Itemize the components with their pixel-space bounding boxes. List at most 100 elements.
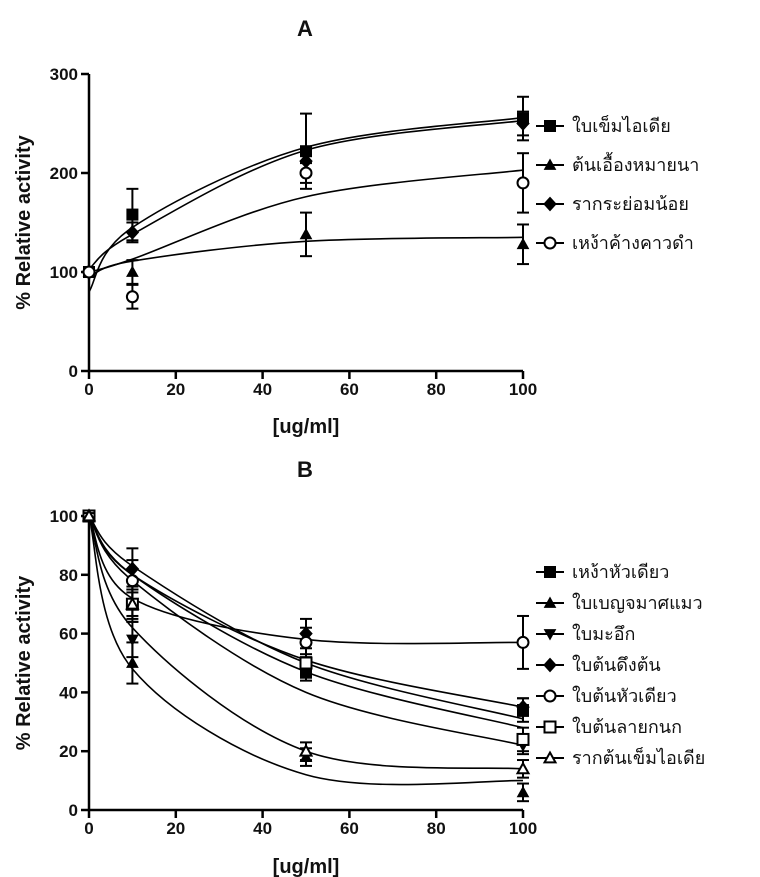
y-tick-label: 100 [50, 507, 78, 526]
fit-curve [88, 515, 524, 747]
data-point [82, 265, 96, 279]
data-point [299, 656, 313, 670]
fit-curve [88, 515, 524, 786]
legend-entry: ใบต้นลายกนก [536, 716, 682, 738]
fit-curve [88, 515, 524, 770]
y-tick-label: 80 [59, 566, 78, 585]
fit-curve [88, 116, 524, 293]
legend-marker [544, 120, 556, 132]
panel-title: B [297, 457, 313, 482]
legend-label: ใบต้นหัวเดียว [572, 685, 677, 707]
data-point [516, 635, 530, 649]
panel-b: B 0 20 40 60 80 100 0 20 40 60 80 100 [ug/ml] % Relati… [13, 457, 705, 877]
data-point [515, 761, 531, 775]
legend-entry: ใบต้นหัวเดียว [536, 685, 677, 707]
y-tick-label: 200 [50, 164, 78, 183]
x-tick-label: 40 [253, 819, 272, 838]
y-tick-label: 100 [50, 263, 78, 282]
legend-entry: เหง้าหัวเดียว [536, 562, 669, 583]
data-point [125, 290, 139, 304]
data-point [516, 237, 530, 250]
data-point [516, 785, 530, 798]
legend-marker [543, 158, 557, 170]
fit-curve [88, 515, 524, 645]
legend-entry: ใบมะอึก [536, 623, 635, 645]
x-tick-label: 80 [427, 819, 446, 838]
y-tick-label: 0 [69, 801, 78, 820]
legend-entry: รากต้นเข็มไอเดีย [536, 746, 705, 769]
data-point [299, 166, 313, 180]
legend-marker [543, 596, 557, 608]
legend-label: ใบเข็มไอเดีย [572, 114, 671, 137]
legend-entry: ใบเบญจมาศแมว [536, 592, 703, 614]
x-tick-label: 100 [509, 819, 537, 838]
legend-label: ใบมะอึก [572, 623, 635, 645]
data-point [299, 227, 313, 240]
legend-entry: เหง้าค้างคาวดำ [536, 233, 694, 254]
x-tick-label: 40 [253, 380, 272, 399]
series-6 [82, 509, 530, 753]
y-tick-label: 0 [69, 362, 78, 381]
legend-entry: ใบต้นดึงต้น [536, 654, 661, 676]
x-tick-label: 20 [166, 380, 185, 399]
y-tick-label: 60 [59, 625, 78, 644]
legend-marker [542, 750, 558, 764]
data-point [516, 116, 530, 131]
data-point [126, 265, 139, 277]
x-tick-label: 20 [166, 819, 185, 838]
data-point [516, 732, 530, 746]
legend-marker [543, 657, 557, 673]
legend-marker [543, 236, 557, 250]
x-tick-label: 60 [340, 380, 359, 399]
fit-curve [88, 119, 524, 270]
y-axis-label: % Relative activity [13, 134, 35, 309]
legend-entry: รากระย่อมน้อย [536, 194, 689, 215]
y-axis-label: % Relative activity [13, 575, 35, 750]
legend-label: ใบเบญจมาศแมว [572, 592, 703, 614]
legend-marker [543, 629, 557, 641]
fit-curve [88, 515, 524, 720]
legend-marker [544, 566, 556, 578]
y-tick-label: 40 [59, 683, 78, 702]
data-point [516, 699, 530, 715]
x-tick-label: 80 [427, 380, 446, 399]
legend-label: เหง้าค้างคาวดำ [572, 233, 694, 254]
legend-entry: ใบเข็มไอเดีย [536, 114, 671, 137]
legend-marker [543, 689, 557, 703]
data-point [298, 743, 314, 757]
x-tick-label: 100 [509, 380, 537, 399]
series-4 [82, 152, 530, 310]
fit-curve [88, 169, 524, 273]
series-7 [81, 508, 531, 779]
x-tick-label: 0 [84, 380, 93, 399]
panel-a: A 0 100 200 300 0 20 40 60 80 100 [ug/ml] % Relative… [13, 16, 699, 438]
legend-label: รากระย่อมน้อย [572, 194, 689, 215]
legend-label: รากต้นเข็มไอเดีย [572, 746, 705, 769]
data-point [126, 656, 139, 668]
y-tick-label: 20 [59, 742, 78, 761]
x-axis-label: [ug/ml] [273, 416, 340, 438]
legend-entry: ต้นเอื้องหมายนา [536, 152, 699, 176]
legend-label: ใบต้นดึงต้น [572, 654, 661, 676]
legend-label: ต้นเอื้องหมายนา [572, 152, 699, 176]
data-point [299, 635, 313, 649]
data-point [125, 596, 140, 610]
legend-marker [543, 720, 557, 734]
y-tick-label: 300 [50, 65, 78, 84]
data-point [125, 225, 140, 240]
legend-marker [543, 196, 557, 212]
x-tick-label: 0 [84, 819, 93, 838]
fit-curve [88, 515, 524, 729]
series-1 [83, 510, 529, 723]
panel-title: A [297, 16, 313, 41]
series-2 [82, 211, 530, 285]
data-point [516, 176, 530, 190]
x-axis-label: [ug/ml] [273, 856, 340, 877]
data-point [126, 208, 139, 221]
data-point [81, 508, 97, 522]
x-tick-label: 60 [340, 819, 359, 838]
legend-label: ใบต้นลายกนก [572, 716, 682, 738]
legend-label: เหง้าหัวเดียว [572, 562, 669, 583]
data-point [126, 634, 139, 647]
